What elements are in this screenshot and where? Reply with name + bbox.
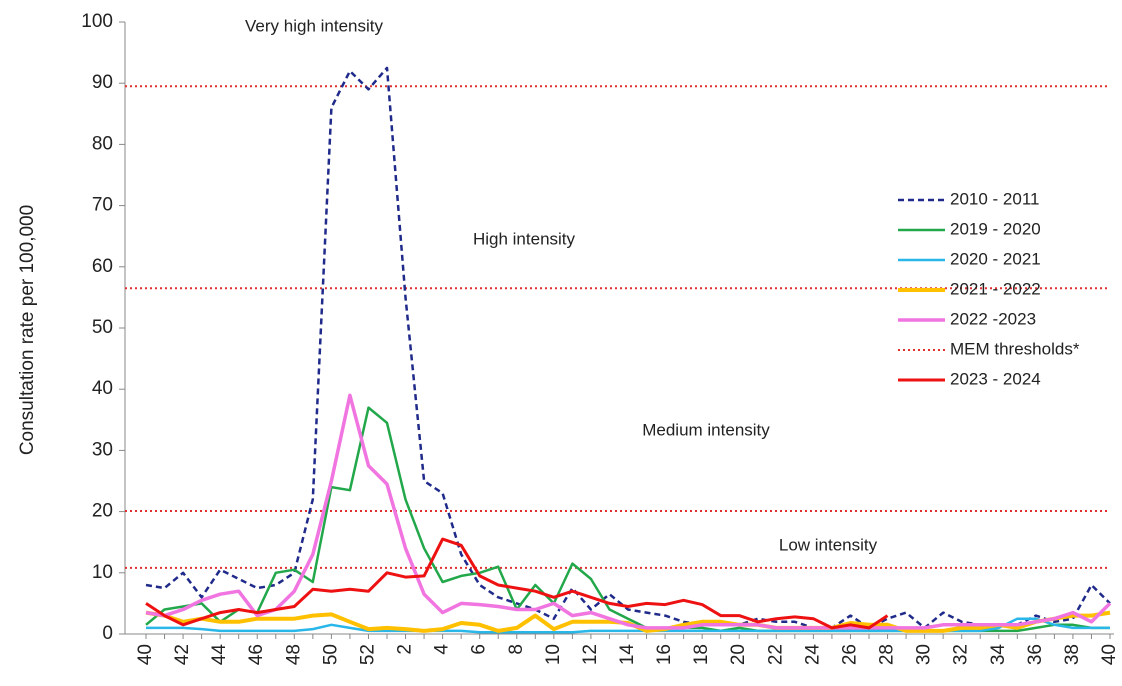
y-tick-label: 80 [92,133,113,154]
legend-label: MEM thresholds* [950,339,1080,358]
x-tick-label: 10 [543,644,564,665]
y-tick-label: 90 [92,72,113,93]
x-tick-label: 8 [506,644,527,655]
x-tick-label: 40 [135,644,156,665]
x-tick-label: 42 [172,644,193,665]
legend-label: 2010 - 2011 [950,189,1039,208]
x-tick-label: 28 [877,644,898,665]
legend-label: 2019 - 2020 [950,219,1041,238]
x-tick-label: 20 [728,644,749,665]
x-tick-label: 50 [320,644,341,665]
y-tick-label: 30 [92,439,113,460]
annotation: High intensity [473,229,576,248]
legend-label: 2021 - 2022 [950,279,1041,298]
legend-label: 2022 -2023 [950,309,1036,328]
legend-label: 2023 - 2024 [950,369,1041,388]
x-tick-label: 30 [914,644,935,665]
x-tick-label: 52 [357,644,378,665]
series-line [145,66,1111,630]
y-axis-label: Consultation rate per 100,000 [17,205,38,455]
x-tick-label: 22 [765,644,786,665]
y-tick-label: 50 [92,317,113,338]
x-tick-label: 36 [1025,644,1046,665]
y-tick-label: 40 [92,378,113,399]
x-tick-label: 48 [283,644,304,665]
series-line [145,406,1110,633]
y-tick-label: 60 [92,256,113,277]
series-line [145,393,1112,630]
x-tick-label: 44 [209,644,230,666]
x-tick-label: 4 [432,644,453,655]
x-tick-label: 24 [802,644,823,666]
y-tick-label: 10 [92,562,113,583]
x-tick-label: 16 [654,644,675,665]
x-tick-label: 6 [469,644,490,655]
y-tick-label: 70 [92,195,113,216]
x-tick-label: 32 [951,644,972,665]
x-tick-label: 40 [1099,644,1120,665]
series-line [145,537,889,630]
annotation: Medium intensity [642,420,770,439]
x-tick-label: 12 [580,644,601,665]
x-tick-label: 38 [1062,644,1083,665]
y-tick-label: 20 [92,501,113,522]
x-tick-label: 18 [691,644,712,665]
x-tick-label: 14 [617,644,638,666]
x-tick-label: 2 [395,644,416,655]
x-tick-label: 26 [839,644,860,665]
y-tick-label: 100 [81,11,113,32]
x-tick-label: 34 [988,644,1009,666]
series-line [145,610,1111,633]
legend-label: 2020 - 2021 [950,249,1041,268]
x-tick-label: 46 [246,644,267,665]
annotation: Low intensity [779,535,878,554]
y-tick-label: 0 [102,623,113,644]
annotation: Very high intensity [245,16,383,35]
